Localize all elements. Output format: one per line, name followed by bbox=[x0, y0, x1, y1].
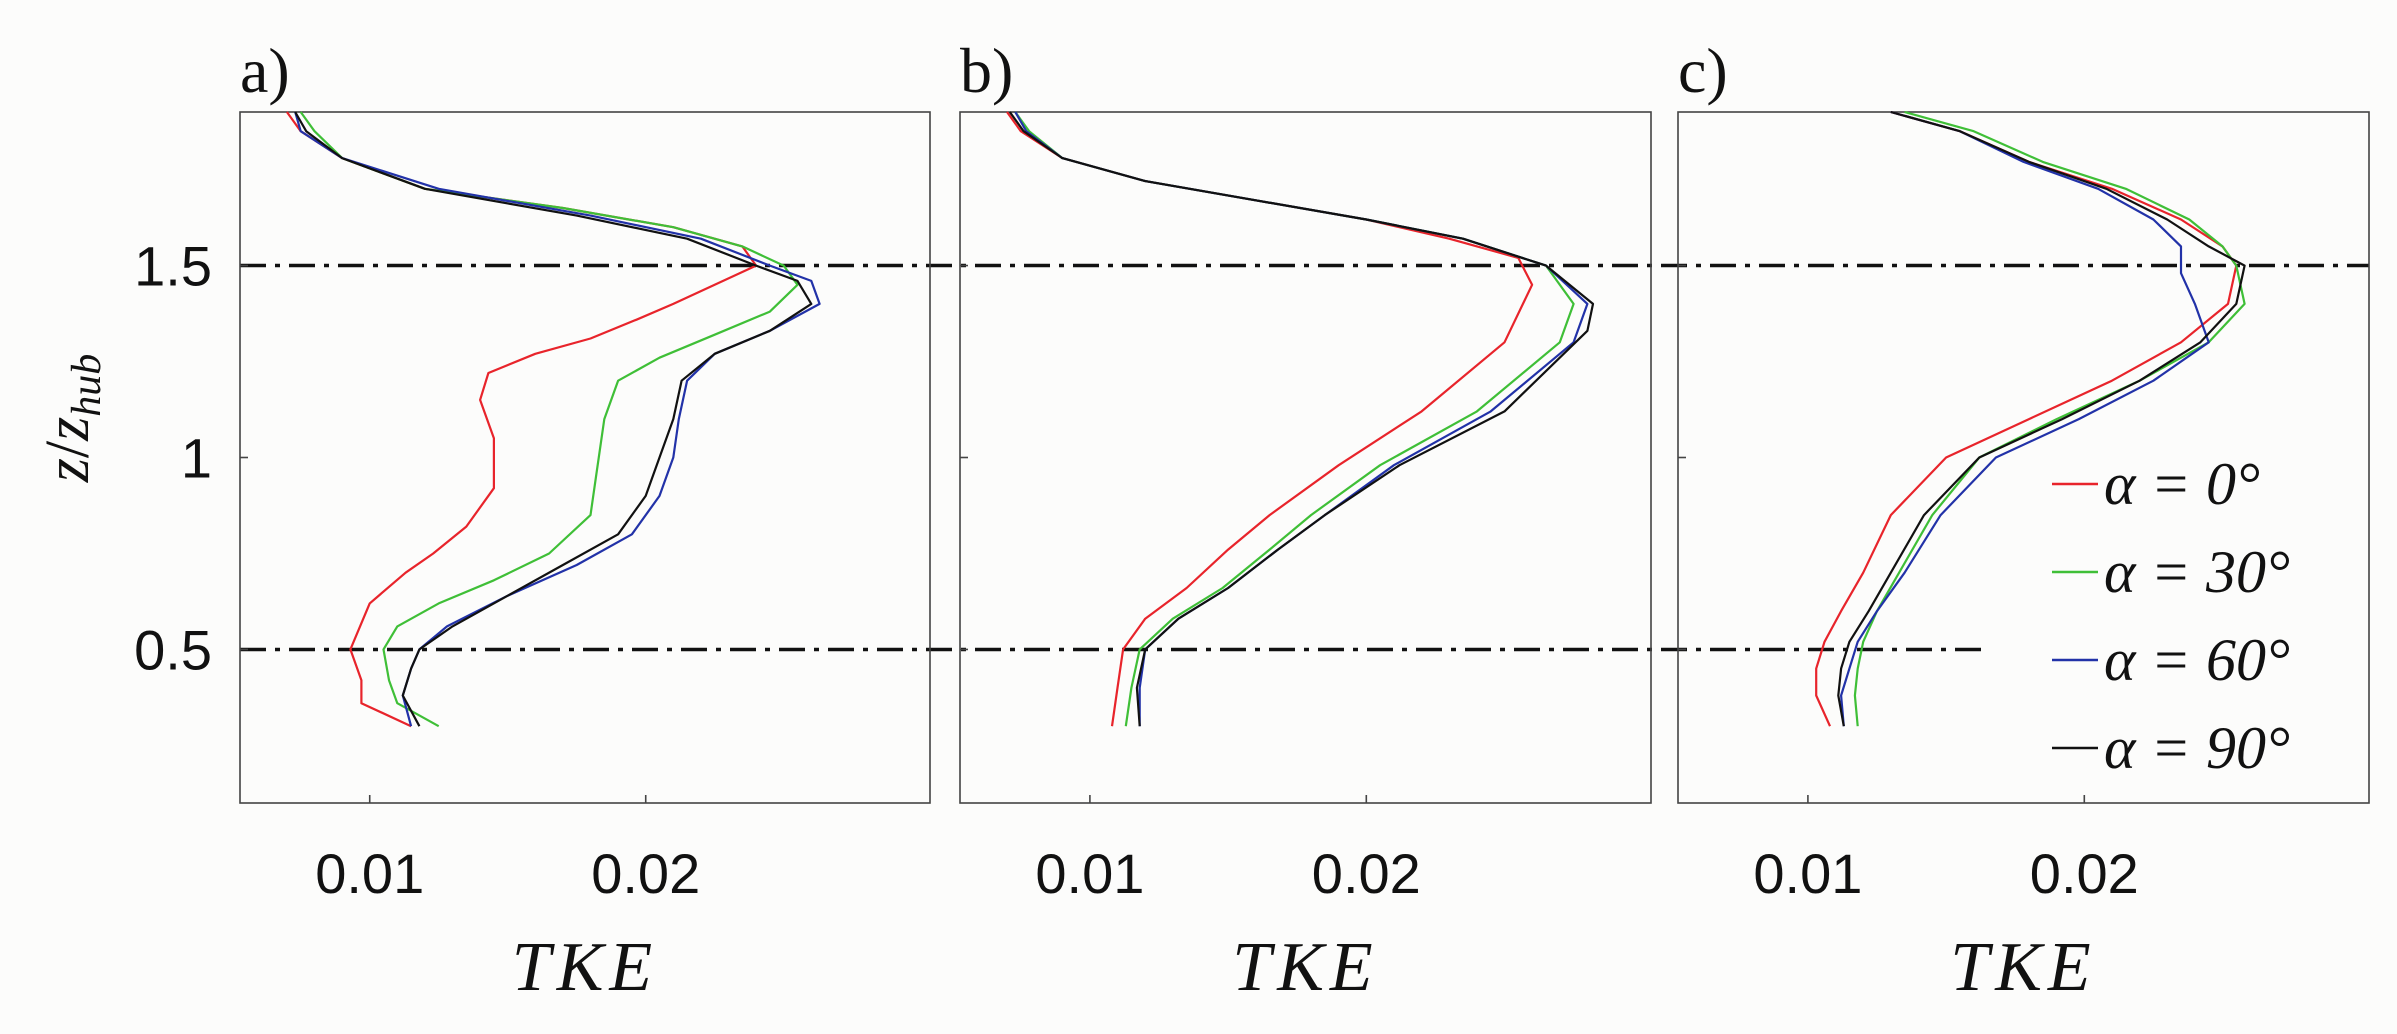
y-label-z: z bbox=[34, 458, 102, 483]
series-line-1 bbox=[1815, 110, 2238, 727]
series-line-4 bbox=[294, 111, 813, 727]
series-line-2 bbox=[299, 111, 799, 728]
x-tick-label: 0.01 bbox=[1035, 842, 1144, 905]
y-tick-label: 1 bbox=[181, 427, 212, 490]
legend: α = 0° α = 30° α = 60° α = 90° bbox=[2046, 448, 2364, 794]
x-tick-label: 0.02 bbox=[591, 842, 700, 905]
panel-label: a) bbox=[240, 35, 290, 106]
legend-entry: α = 30° bbox=[2104, 539, 2290, 605]
svg-text:z/zhub: z/zhub bbox=[34, 354, 110, 484]
panel-1: a) 0.01 0.02 0.5 1 1.5 TKE bbox=[134, 35, 931, 1006]
legend-entry: α = 0° bbox=[2104, 451, 2260, 517]
series-line-3 bbox=[294, 111, 821, 727]
series-line-4 bbox=[1837, 110, 2246, 727]
legend-background bbox=[2046, 448, 2364, 794]
x-tick-label: 0.01 bbox=[1753, 842, 1862, 905]
panel-label: b) bbox=[960, 35, 1013, 106]
x-axis-label: TKE bbox=[1232, 929, 1378, 1006]
y-label-sep: / bbox=[34, 440, 102, 458]
panel-3: c) 0.01 0.02 TKE bbox=[1677, 35, 2370, 1006]
x-tick-label: 0.01 bbox=[315, 842, 424, 905]
panel-2: b) 0.01 0.02 TKE bbox=[959, 35, 1652, 1006]
series-line-3 bbox=[1839, 110, 2210, 727]
x-axis-label: TKE bbox=[1950, 929, 2096, 1006]
x-tick-label: 0.02 bbox=[2030, 842, 2139, 905]
y-axis-label: z/zhub bbox=[34, 354, 110, 484]
reference-lines bbox=[240, 263, 2369, 652]
panel-label: c) bbox=[1678, 35, 1728, 106]
x-axis-label: TKE bbox=[512, 929, 658, 1006]
y-label-subscript: hub bbox=[64, 354, 110, 417]
y-label-var: z bbox=[34, 417, 102, 442]
y-tick-label: 0.5 bbox=[134, 618, 212, 681]
y-tick-label: 1.5 bbox=[134, 235, 212, 298]
series-line-4 bbox=[1008, 111, 1595, 727]
legend-entry: α = 90° bbox=[2104, 715, 2290, 781]
x-tick-label: 0.02 bbox=[1312, 842, 1421, 905]
legend-entry: α = 60° bbox=[2104, 627, 2290, 693]
